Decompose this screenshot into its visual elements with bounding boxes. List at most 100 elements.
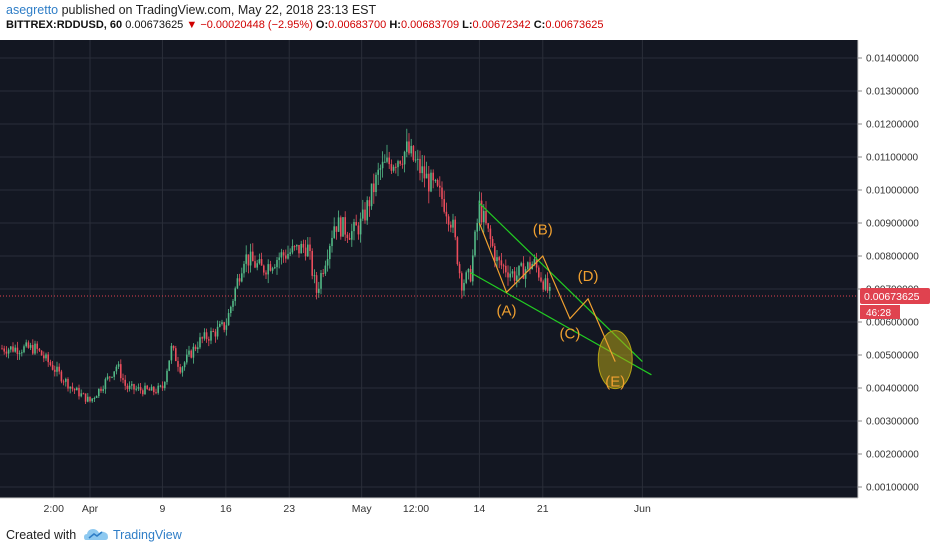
candle-body — [192, 346, 195, 358]
countdown-tag — [860, 305, 900, 319]
candle-body — [390, 164, 393, 171]
candle-body — [232, 300, 234, 307]
x-tick-label: 9 — [160, 503, 166, 515]
candle-body — [342, 217, 344, 237]
y-tick-label: 0.01400000 — [866, 54, 919, 65]
candle-body — [359, 218, 362, 235]
candle-body — [133, 384, 135, 390]
candle-body — [89, 396, 91, 402]
created-with-text: Created with — [6, 528, 77, 542]
candle-body — [135, 388, 137, 390]
candle-body — [194, 346, 197, 350]
candle-body — [496, 257, 498, 262]
candle-body — [498, 257, 500, 261]
candle-body — [40, 350, 43, 356]
countdown-tag-text: 46:28 — [866, 308, 891, 319]
candle-body — [375, 174, 377, 193]
author-link[interactable]: asegretto — [6, 3, 59, 17]
high-value: 0.00683709 — [400, 19, 460, 31]
candle-body — [7, 349, 10, 354]
candle-body — [5, 351, 8, 354]
candle-body — [139, 387, 142, 391]
candle-body — [469, 268, 472, 282]
candle-body — [384, 161, 386, 163]
x-tick-label: Jun — [634, 503, 651, 515]
candle-body — [417, 158, 419, 160]
candle-body — [104, 379, 107, 390]
candles-layer — [1, 128, 551, 405]
candle-body — [258, 259, 261, 264]
candle-body — [447, 216, 450, 225]
y-tick-label: 0.00900000 — [866, 219, 919, 230]
candle-body — [307, 244, 309, 257]
candle-body — [267, 264, 269, 275]
candle-body — [439, 185, 441, 188]
candle-body — [529, 262, 531, 270]
candle-body — [126, 385, 129, 389]
candle-body — [106, 376, 109, 380]
candle-body — [36, 343, 38, 349]
candle-body — [256, 263, 258, 268]
candle-body — [302, 243, 305, 248]
candle-body — [278, 257, 280, 260]
candle-body — [161, 385, 164, 389]
candle-body — [311, 250, 313, 276]
candle-body — [509, 273, 511, 278]
candle-body — [230, 306, 232, 314]
candle-body — [276, 259, 278, 268]
candle-body — [478, 200, 481, 224]
candle-body — [463, 282, 465, 291]
footer: Created with TradingView — [0, 520, 932, 550]
time-axis-background — [0, 498, 932, 515]
candle-body — [225, 325, 228, 330]
candle-body — [392, 166, 395, 171]
candle-body — [245, 254, 247, 264]
candle-body — [399, 161, 401, 164]
candle-body — [76, 387, 78, 391]
candle-body — [113, 371, 115, 377]
candle-body — [533, 259, 536, 264]
candle-body — [3, 348, 5, 352]
plot-background — [0, 40, 858, 498]
tradingview-brand-link[interactable]: TradingView — [113, 528, 182, 542]
candle-body — [269, 264, 272, 271]
candle-body — [181, 367, 184, 373]
candle-body — [153, 386, 155, 393]
candle-body — [98, 388, 100, 397]
candle-body — [199, 337, 201, 348]
candle-body — [34, 343, 36, 354]
candle-body — [172, 345, 175, 349]
candle-body — [148, 388, 151, 391]
candle-body — [247, 254, 250, 266]
price-chart[interactable]: (A) (B) (C) (D) (E) 0.01400000 0.01300000 0.01… — [0, 40, 932, 515]
candle-body — [190, 350, 192, 358]
candle-body — [274, 267, 276, 269]
candle-body — [507, 272, 509, 278]
candle-body — [227, 313, 230, 326]
candle-body — [476, 223, 478, 232]
candle-body — [32, 345, 34, 354]
candle-body — [159, 385, 162, 387]
candle-body — [474, 231, 476, 256]
candle-body — [60, 371, 63, 382]
candle-body — [80, 393, 82, 397]
symbol-line: BITTREX:RDDUSD, 60 0.00673625 ▼ −0.00020… — [6, 19, 603, 31]
candle-body — [14, 347, 16, 352]
symbol-name: BITTREX:RDDUSD, 60 — [6, 19, 123, 31]
candle-body — [170, 345, 173, 361]
candle-body — [260, 259, 263, 266]
candle-body — [467, 268, 470, 273]
candle-body — [223, 322, 225, 330]
y-tick-label: 0.00400000 — [866, 384, 919, 395]
candle-body — [324, 265, 327, 274]
y-tick-label: 0.00600000 — [866, 318, 919, 329]
candle-body — [520, 263, 522, 266]
candle-body — [346, 234, 349, 239]
candle-body — [353, 222, 355, 232]
candle-body — [137, 387, 140, 389]
candle-body — [461, 273, 463, 291]
candle-body — [395, 166, 397, 168]
candle-body — [67, 378, 69, 389]
candle-body — [443, 199, 445, 212]
candle-body — [87, 396, 89, 402]
